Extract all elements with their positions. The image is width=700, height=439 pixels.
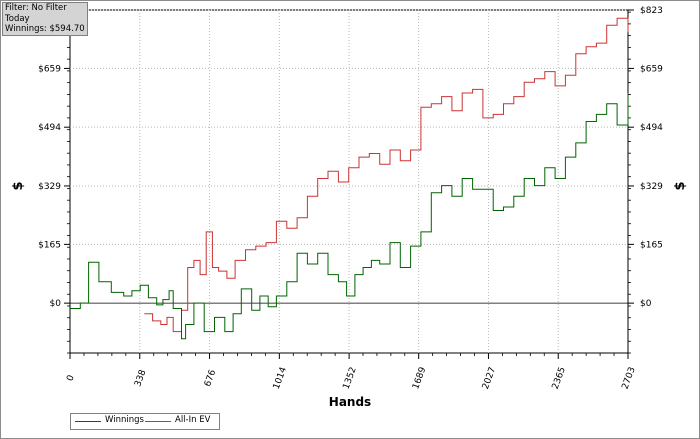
x-tick-label: 676 <box>203 368 218 388</box>
period-text: Today <box>5 13 30 24</box>
y-tick-label-right: $659 <box>640 64 663 74</box>
x-tick-label: 338 <box>133 368 148 388</box>
y-tick-label-left: $659 <box>38 64 61 74</box>
legend-label-all-in-ev: All-In EV <box>175 415 211 425</box>
legend: Winnings All-In EV <box>70 413 220 430</box>
x-tick-label: 1689 <box>411 366 428 391</box>
info-box: Filter: No Filter Today Winnings: $594.7… <box>2 2 88 36</box>
y-axis-label-right: $ <box>673 181 688 190</box>
series-line-all-in-ev <box>144 17 629 333</box>
y-tick-label-right: $329 <box>640 182 663 192</box>
y-tick-label-left: $0 <box>50 299 62 309</box>
grid-lines <box>70 9 628 353</box>
x-tick-label: 1014 <box>272 366 289 391</box>
y-tick-label-right: $823 <box>640 6 663 16</box>
y-tick-label-right: $0 <box>640 299 652 309</box>
legend-label-winnings: Winnings <box>105 415 144 425</box>
x-axis-label: Hands <box>329 395 371 409</box>
x-tick-label: 2365 <box>551 366 568 391</box>
y-tick-label-left: $329 <box>38 182 61 192</box>
series-layer <box>70 17 629 340</box>
legend-swatch-all-in-ev <box>145 421 171 422</box>
y-tick-label-right: $165 <box>640 240 663 250</box>
x-tick-label: 0 <box>65 374 76 383</box>
x-tick-label: 2703 <box>621 366 638 391</box>
filter-text: Filter: No Filter <box>5 3 67 13</box>
winnings-text: Winnings: $594.70 <box>5 24 85 34</box>
series-line-winnings <box>70 93 629 340</box>
x-tick-label: 2027 <box>481 366 498 391</box>
y-tick-label-left: $165 <box>38 240 61 250</box>
y-tick-label-left: $494 <box>38 123 61 133</box>
y-axis-label-left: $ <box>11 181 26 190</box>
legend-swatch-winnings <box>75 421 101 422</box>
y-tick-label-right: $494 <box>640 123 663 133</box>
x-tick-label: 1352 <box>342 366 359 391</box>
